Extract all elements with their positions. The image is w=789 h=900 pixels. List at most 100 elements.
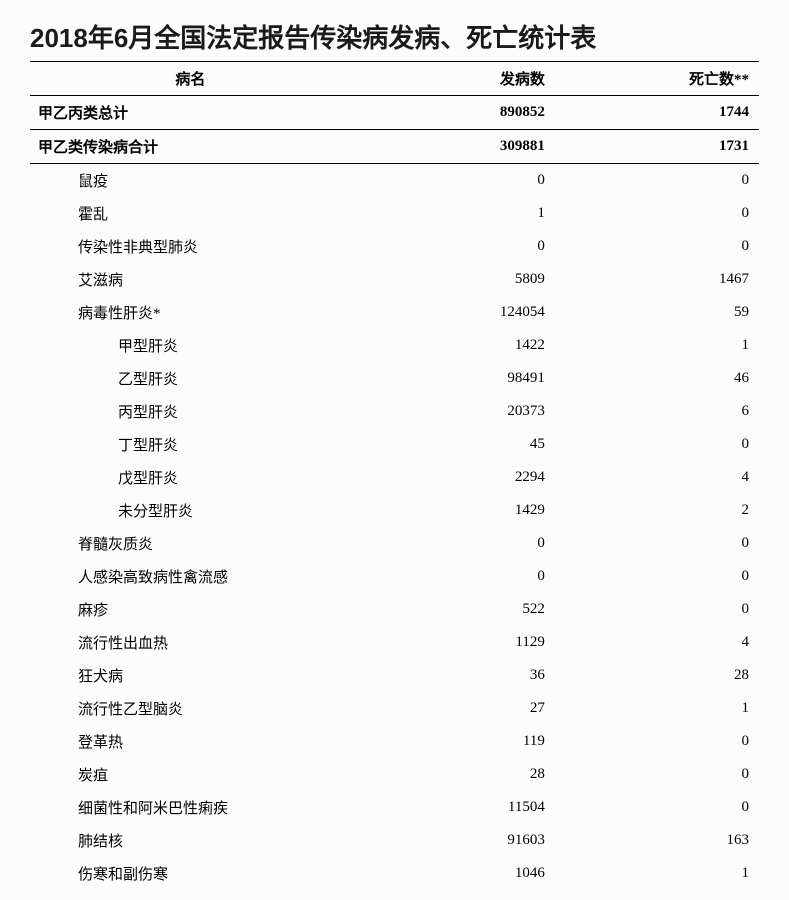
cases-cell: 27 <box>351 692 555 725</box>
deaths-cell: 0 <box>555 527 759 560</box>
stats-table: 病名 发病数 死亡数** 甲乙丙类总计8908521744甲乙类传染病合计309… <box>30 61 759 890</box>
deaths-cell: 6 <box>555 395 759 428</box>
table-row: 人感染高致病性禽流感00 <box>30 560 759 593</box>
deaths-cell: 0 <box>555 560 759 593</box>
cases-cell: 0 <box>351 164 555 198</box>
table-row: 未分型肝炎14292 <box>30 494 759 527</box>
disease-name-cell: 丁型肝炎 <box>30 428 351 461</box>
table-row: 丁型肝炎450 <box>30 428 759 461</box>
table-header-row: 病名 发病数 死亡数** <box>30 62 759 96</box>
disease-name-cell: 流行性出血热 <box>30 626 351 659</box>
disease-name-cell: 流行性乙型脑炎 <box>30 692 351 725</box>
deaths-cell: 46 <box>555 362 759 395</box>
table-row: 丙型肝炎203736 <box>30 395 759 428</box>
disease-name-cell: 细菌性和阿米巴性痢疾 <box>30 791 351 824</box>
disease-name-cell: 传染性非典型肺炎 <box>30 230 351 263</box>
table-row: 登革热1190 <box>30 725 759 758</box>
table-row: 艾滋病58091467 <box>30 263 759 296</box>
deaths-cell: 2 <box>555 494 759 527</box>
disease-name-cell: 鼠疫 <box>30 164 351 198</box>
table-row: 炭疽280 <box>30 758 759 791</box>
disease-name-cell: 甲乙类传染病合计 <box>30 130 351 164</box>
table-row: 病毒性肝炎*12405459 <box>30 296 759 329</box>
deaths-cell: 0 <box>555 593 759 626</box>
table-row: 鼠疫00 <box>30 164 759 198</box>
cases-cell: 20373 <box>351 395 555 428</box>
disease-name-cell: 戊型肝炎 <box>30 461 351 494</box>
disease-name-cell: 炭疽 <box>30 758 351 791</box>
col-header-name: 病名 <box>30 62 351 96</box>
cases-cell: 45 <box>351 428 555 461</box>
table-row: 麻疹5220 <box>30 593 759 626</box>
table-row: 流行性乙型脑炎271 <box>30 692 759 725</box>
cases-cell: 124054 <box>351 296 555 329</box>
disease-name-cell: 霍乱 <box>30 197 351 230</box>
table-row: 细菌性和阿米巴性痢疾115040 <box>30 791 759 824</box>
deaths-cell: 1467 <box>555 263 759 296</box>
table-row: 流行性出血热11294 <box>30 626 759 659</box>
cases-cell: 28 <box>351 758 555 791</box>
cases-cell: 1046 <box>351 857 555 890</box>
page-title: 2018年6月全国法定报告传染病发病、死亡统计表 <box>30 18 759 55</box>
table-row: 霍乱10 <box>30 197 759 230</box>
deaths-cell: 28 <box>555 659 759 692</box>
cases-cell: 309881 <box>351 130 555 164</box>
cases-cell: 98491 <box>351 362 555 395</box>
deaths-cell: 0 <box>555 230 759 263</box>
table-body: 甲乙丙类总计8908521744甲乙类传染病合计3098811731鼠疫00霍乱… <box>30 96 759 891</box>
table-row: 肺结核91603163 <box>30 824 759 857</box>
disease-name-cell: 麻疹 <box>30 593 351 626</box>
deaths-cell: 59 <box>555 296 759 329</box>
table-row: 传染性非典型肺炎00 <box>30 230 759 263</box>
disease-name-cell: 艾滋病 <box>30 263 351 296</box>
disease-name-cell: 伤寒和副伤寒 <box>30 857 351 890</box>
cases-cell: 2294 <box>351 461 555 494</box>
table-row: 甲乙丙类总计8908521744 <box>30 96 759 130</box>
disease-name-cell: 乙型肝炎 <box>30 362 351 395</box>
deaths-cell: 1731 <box>555 130 759 164</box>
deaths-cell: 0 <box>555 428 759 461</box>
table-row: 乙型肝炎9849146 <box>30 362 759 395</box>
deaths-cell: 4 <box>555 461 759 494</box>
table-row: 甲型肝炎14221 <box>30 329 759 362</box>
table-row: 狂犬病3628 <box>30 659 759 692</box>
deaths-cell: 0 <box>555 791 759 824</box>
cases-cell: 119 <box>351 725 555 758</box>
deaths-cell: 1 <box>555 857 759 890</box>
cases-cell: 91603 <box>351 824 555 857</box>
cases-cell: 1429 <box>351 494 555 527</box>
col-header-deaths: 死亡数** <box>555 62 759 96</box>
deaths-cell: 0 <box>555 164 759 198</box>
table-row: 甲乙类传染病合计3098811731 <box>30 130 759 164</box>
cases-cell: 522 <box>351 593 555 626</box>
cases-cell: 1422 <box>351 329 555 362</box>
disease-name-cell: 人感染高致病性禽流感 <box>30 560 351 593</box>
disease-name-cell: 丙型肝炎 <box>30 395 351 428</box>
cases-cell: 5809 <box>351 263 555 296</box>
deaths-cell: 1 <box>555 329 759 362</box>
cases-cell: 0 <box>351 527 555 560</box>
page: 2018年6月全国法定报告传染病发病、死亡统计表 病名 发病数 死亡数** 甲乙… <box>0 0 789 900</box>
cases-cell: 890852 <box>351 96 555 130</box>
disease-name-cell: 病毒性肝炎* <box>30 296 351 329</box>
deaths-cell: 1 <box>555 692 759 725</box>
disease-name-cell: 脊髓灰质炎 <box>30 527 351 560</box>
disease-name-cell: 未分型肝炎 <box>30 494 351 527</box>
col-header-cases: 发病数 <box>351 62 555 96</box>
deaths-cell: 0 <box>555 725 759 758</box>
cases-cell: 0 <box>351 560 555 593</box>
deaths-cell: 0 <box>555 197 759 230</box>
cases-cell: 1 <box>351 197 555 230</box>
deaths-cell: 163 <box>555 824 759 857</box>
table-row: 脊髓灰质炎00 <box>30 527 759 560</box>
cases-cell: 0 <box>351 230 555 263</box>
disease-name-cell: 甲乙丙类总计 <box>30 96 351 130</box>
deaths-cell: 1744 <box>555 96 759 130</box>
disease-name-cell: 狂犬病 <box>30 659 351 692</box>
cases-cell: 36 <box>351 659 555 692</box>
deaths-cell: 0 <box>555 758 759 791</box>
cases-cell: 11504 <box>351 791 555 824</box>
table-row: 伤寒和副伤寒10461 <box>30 857 759 890</box>
cases-cell: 1129 <box>351 626 555 659</box>
deaths-cell: 4 <box>555 626 759 659</box>
